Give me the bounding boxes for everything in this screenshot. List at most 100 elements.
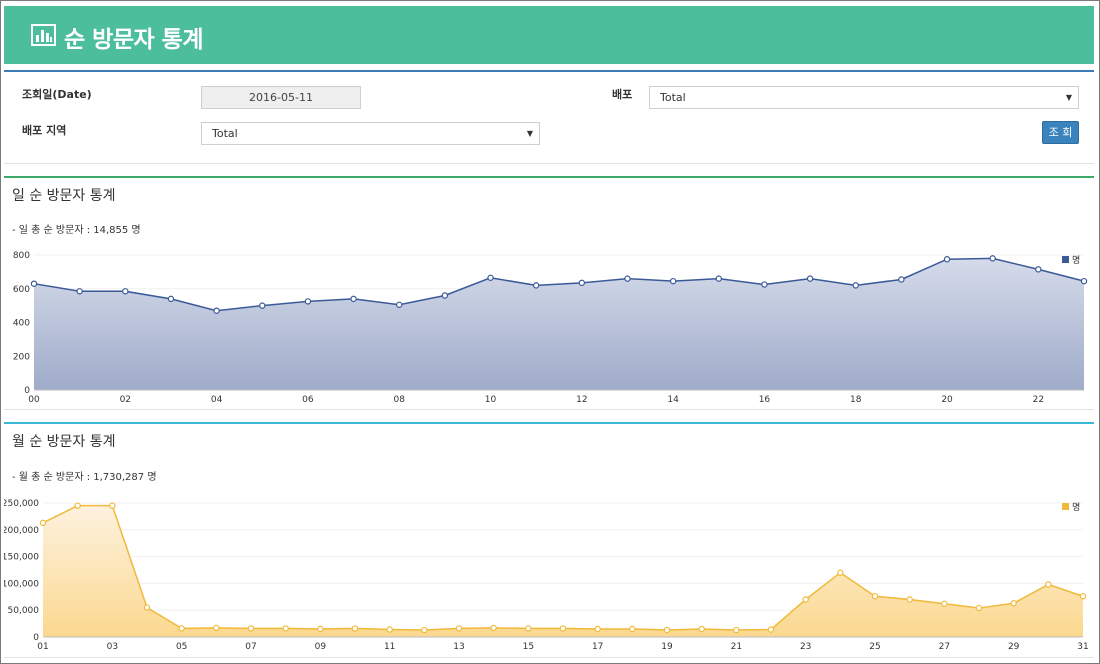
data-point[interactable] <box>1035 266 1042 273</box>
region-select[interactable]: Total ▼ <box>201 122 540 145</box>
data-point[interactable] <box>317 625 324 633</box>
data-point[interactable] <box>767 626 775 633</box>
data-point[interactable] <box>109 502 116 509</box>
series-area <box>34 258 1084 390</box>
legend-swatch <box>1062 503 1069 510</box>
data-point[interactable] <box>351 625 359 632</box>
y-tick-label: 800 <box>13 251 30 261</box>
x-tick-label: 03 <box>107 642 118 652</box>
data-point[interactable] <box>989 255 996 262</box>
data-point[interactable] <box>1045 581 1052 588</box>
data-point[interactable] <box>898 276 905 283</box>
data-point[interactable] <box>906 596 913 603</box>
data-point[interactable] <box>624 275 631 282</box>
page-header: 순 방문자 통계 <box>4 6 1094 64</box>
data-point[interactable] <box>715 275 722 282</box>
x-tick-label: 21 <box>731 642 742 652</box>
data-point[interactable] <box>806 275 814 282</box>
data-point[interactable] <box>761 281 768 288</box>
data-point[interactable] <box>1079 593 1087 600</box>
data-point[interactable] <box>802 596 809 603</box>
data-point[interactable] <box>76 288 83 295</box>
monthly-chart-title: 월 순 방문자 통계 <box>12 434 116 450</box>
daily-visitors-panel: 일 순 방문자 통계 - 일 총 순 방문자 : 14,855 명 0 200 40… <box>4 176 1094 410</box>
data-point[interactable] <box>629 625 636 633</box>
date-input[interactable]: 2016-05-11 <box>201 86 361 109</box>
region-label: 배포 지역 <box>22 124 67 137</box>
data-point[interactable] <box>455 625 463 632</box>
data-point[interactable] <box>74 502 81 509</box>
data-point[interactable] <box>733 626 740 634</box>
data-point[interactable] <box>122 288 129 295</box>
data-point[interactable] <box>441 292 449 299</box>
distribution-select-value: Total <box>660 91 686 104</box>
x-tick-label: 27 <box>939 642 950 652</box>
data-point[interactable] <box>143 604 151 611</box>
x-tick-label: 12 <box>576 395 587 405</box>
data-point[interactable] <box>304 298 312 305</box>
monthly-total-summary: - 월 총 순 방문자 : 1,730,287 명 <box>12 472 157 483</box>
data-point[interactable] <box>282 625 289 632</box>
x-tick-label: 09 <box>315 642 327 652</box>
data-point[interactable] <box>213 624 220 632</box>
x-tick-label: 11 <box>384 642 395 652</box>
data-point[interactable] <box>669 277 677 285</box>
data-point[interactable] <box>943 256 951 263</box>
data-point[interactable] <box>837 569 844 576</box>
data-point[interactable] <box>259 302 266 309</box>
data-point[interactable] <box>350 295 357 303</box>
data-point[interactable] <box>559 625 567 632</box>
x-tick-label: 05 <box>176 642 187 652</box>
search-button[interactable]: 조 회 <box>1042 121 1079 144</box>
data-point[interactable] <box>396 301 403 308</box>
y-tick-label: 600 <box>13 285 30 295</box>
y-tick-label: 100,000 <box>4 579 39 589</box>
legend-swatch <box>1062 256 1069 263</box>
data-point[interactable] <box>871 593 879 600</box>
distribution-select[interactable]: Total ▼ <box>649 86 1079 109</box>
data-point[interactable] <box>578 279 586 287</box>
data-point[interactable] <box>975 604 983 612</box>
data-point[interactable] <box>386 626 393 633</box>
data-point[interactable] <box>490 624 497 632</box>
data-point[interactable] <box>594 625 601 633</box>
distribution-label: 배포 <box>612 88 633 101</box>
daily-total-summary: - 일 총 순 방문자 : 14,855 명 <box>12 225 141 236</box>
x-tick-label: 00 <box>28 395 40 405</box>
data-point[interactable] <box>1010 600 1017 607</box>
page-title: 순 방문자 통계 <box>64 27 203 53</box>
daily-visitors-chart: 0 200 400 600 800 00 02 04 06 08 10 12 14 16 18 20 22 명 <box>13 251 1088 405</box>
data-point[interactable] <box>167 295 175 303</box>
data-point[interactable] <box>487 274 494 281</box>
data-point[interactable] <box>852 282 859 289</box>
data-point[interactable] <box>1080 277 1088 285</box>
data-point[interactable] <box>698 625 705 633</box>
y-tick-label: 200 <box>13 352 30 362</box>
data-point[interactable] <box>30 280 38 287</box>
x-tick-label: 14 <box>667 395 679 405</box>
y-tick-label: 400 <box>13 319 30 329</box>
data-point[interactable] <box>421 626 428 634</box>
chevron-down-icon: ▼ <box>526 129 533 138</box>
x-tick-label: 08 <box>393 395 405 405</box>
data-point[interactable] <box>178 625 185 632</box>
bar-chart-icon <box>31 24 56 46</box>
data-point[interactable] <box>663 626 671 634</box>
y-tick-label: 0 <box>33 633 39 643</box>
y-tick-label: 150,000 <box>4 553 39 563</box>
legend-label: 명 <box>1072 255 1080 266</box>
x-tick-label: 06 <box>302 395 314 405</box>
data-point[interactable] <box>39 519 47 527</box>
x-tick-label: 19 <box>661 642 673 652</box>
data-point[interactable] <box>532 282 540 289</box>
legend-label: 명 <box>1072 502 1080 513</box>
filter-panel: 조회일(Date) 2016-05-11 배포 Total ▼ 배포 지역 To… <box>4 70 1094 164</box>
y-tick-label: 50,000 <box>8 606 40 616</box>
date-label: 조회일(Date) <box>22 88 92 101</box>
x-tick-label: 18 <box>850 395 862 405</box>
data-point[interactable] <box>525 625 532 632</box>
x-tick-label: 07 <box>245 642 256 652</box>
data-point[interactable] <box>941 600 948 607</box>
data-point[interactable] <box>213 307 220 314</box>
data-point[interactable] <box>247 625 255 632</box>
